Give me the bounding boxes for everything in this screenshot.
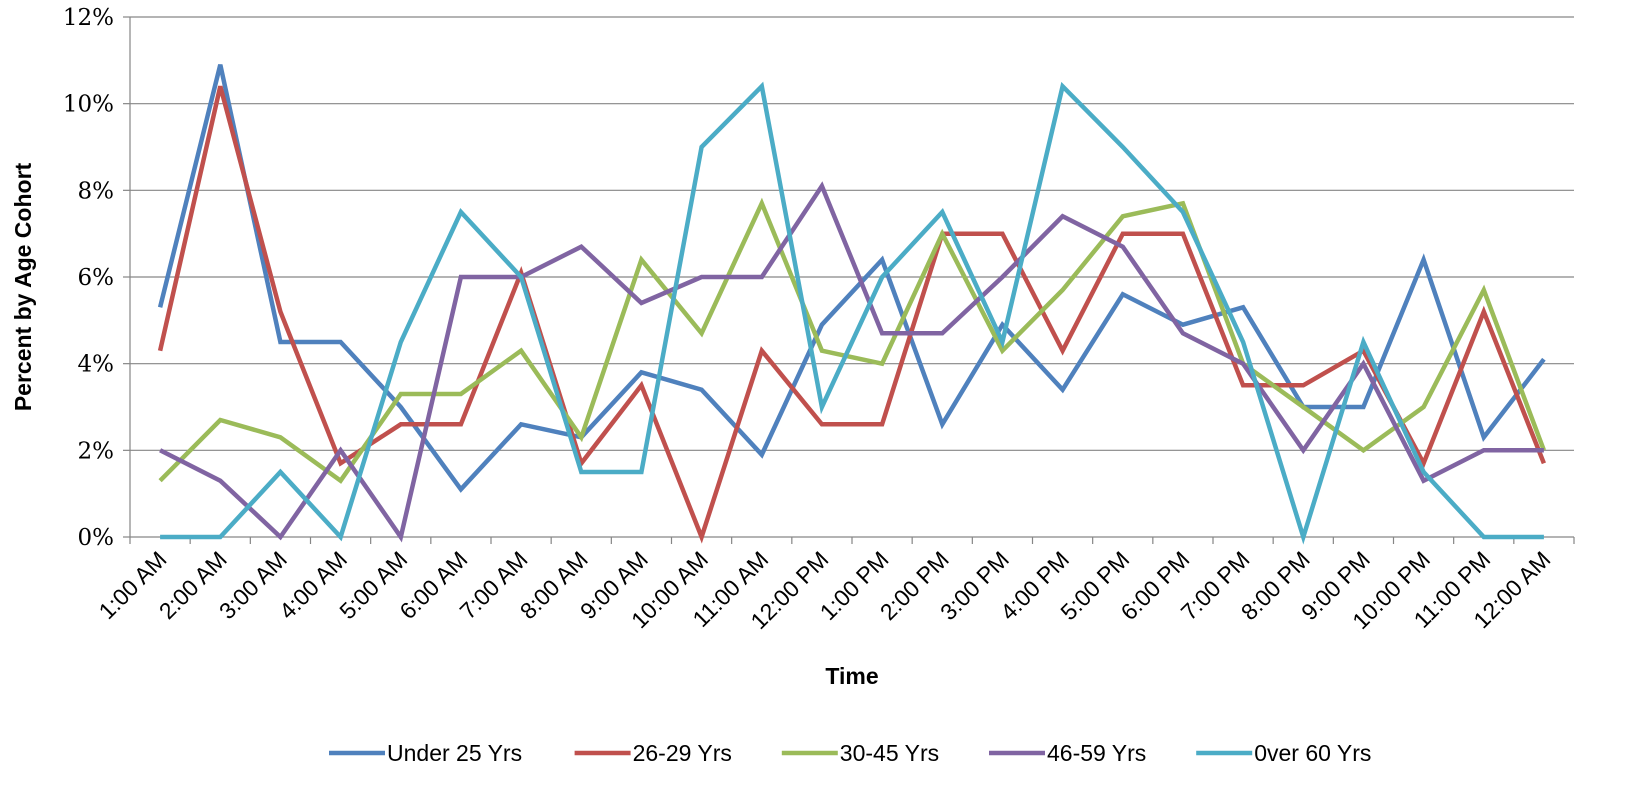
series-line (157, 64, 1546, 493)
legend-item: Under 25 Yrs (329, 740, 522, 766)
legend-item: 26-29 Yrs (574, 740, 732, 766)
series-line (159, 181, 1544, 543)
legend-label: 26-29 Yrs (633, 740, 732, 766)
legend-label: 30-45 Yrs (840, 740, 939, 766)
y-tick-label: 12% (63, 5, 114, 31)
y-tick-label: 2% (78, 438, 115, 464)
gridlines (130, 16, 1574, 451)
y-axis-title: Percent by Age Cohort (10, 162, 36, 411)
y-tick-label: 6% (78, 265, 115, 291)
y-tick-label: 4% (78, 352, 115, 378)
y-tick-label: 10% (63, 92, 114, 118)
x-axis-title: Time (825, 663, 878, 689)
legend-item: 0ver 60 Yrs (1196, 740, 1371, 766)
legend-label: 46-59 Yrs (1047, 740, 1146, 766)
series-lines (157, 64, 1547, 545)
legend-item: 46-59 Yrs (989, 740, 1146, 766)
series-line (158, 197, 1547, 484)
series-line (160, 81, 1544, 545)
legend-label: Under 25 Yrs (387, 740, 522, 766)
y-tick-label: 8% (78, 178, 115, 204)
y-tick-label: 0% (78, 525, 115, 551)
legend-item: 30-45 Yrs (781, 740, 939, 766)
axes: 0%2%4%6%8%10%12%1:00 AM2:00 AM3:00 AM4:0… (63, 5, 1575, 634)
legend-label: 0ver 60 Yrs (1254, 740, 1371, 766)
legend: Under 25 Yrs 26-29 Yrs 30-45 Yrs 46-59 Yrs 0… (329, 740, 1371, 766)
series-line (157, 85, 1546, 544)
